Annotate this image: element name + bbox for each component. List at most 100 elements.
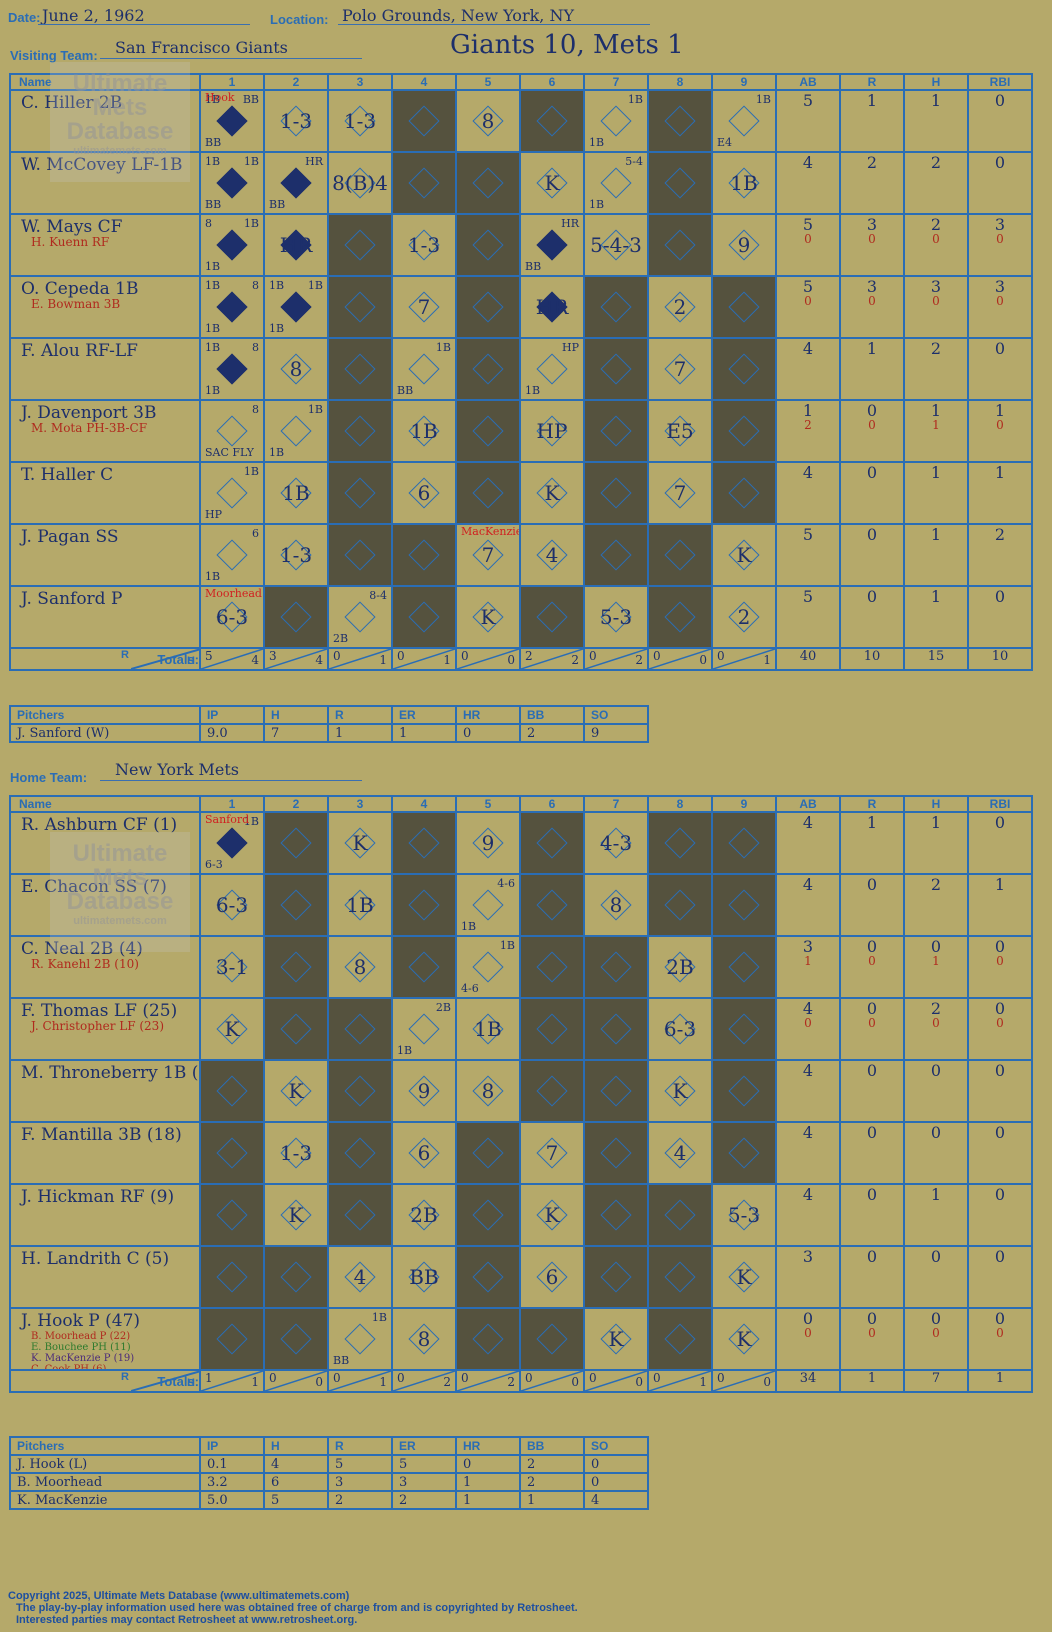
base-diamond — [216, 1075, 248, 1107]
play-result: 4 — [545, 543, 559, 567]
inning-cell — [263, 997, 329, 1061]
play-result: 1-3 — [279, 1141, 313, 1165]
stat-ab: 4 — [775, 1121, 841, 1185]
col-inning: 3 — [327, 73, 393, 91]
base-diamond — [280, 167, 312, 199]
play-result: K — [544, 481, 560, 505]
pitcher-stat: 2 — [326, 1490, 393, 1510]
inning-cell — [455, 1183, 521, 1247]
play-note: 1B — [307, 279, 323, 292]
inning-cell — [263, 585, 329, 649]
play-note: 1B — [499, 939, 515, 952]
play-note: 8 — [252, 341, 259, 354]
game-date: June 2, 1962 — [42, 6, 145, 25]
visitors-pitchers-table: Pitchers IP H R ER HR BB SO J. Sanford (W) 9.0 7 1 1… — [9, 705, 650, 743]
play-result: 9 — [481, 831, 495, 855]
pitcher-stat: 0 — [582, 1454, 650, 1474]
batter-name: C. Neal 2B (4) — [21, 939, 143, 959]
col-name: Name — [9, 795, 201, 813]
pitcher-stat: 5.0 — [198, 1490, 265, 1510]
batter-name: H. Landrith C (5) — [21, 1249, 170, 1269]
stat-r: 1 — [839, 337, 905, 401]
col-inning: 4 — [391, 73, 457, 91]
inning-cell: 5-4-3 — [583, 213, 649, 277]
totals-label: Totals: R H — [9, 1369, 201, 1393]
pitcher-col-header: Pitchers — [9, 705, 201, 725]
inning-cell: 7 — [519, 1121, 585, 1185]
stat-h: 0 — [903, 1121, 969, 1185]
base-diamond — [472, 1323, 504, 1355]
play-result: K — [608, 1327, 624, 1351]
stat-ab: 4 — [775, 337, 841, 401]
batter-name: E. Chacon SS (7) — [21, 877, 167, 897]
play-result: K — [288, 1203, 304, 1227]
footer-contact: Interested parties may contact Retroshee… — [16, 1614, 358, 1626]
pitcher-stat: 5 — [262, 1490, 329, 1510]
inning-cell: K — [519, 461, 585, 525]
base-diamond — [344, 1013, 376, 1045]
inning-cell — [455, 213, 521, 277]
inning-cell — [391, 151, 457, 215]
inning-cell: 7 MacKenzie — [455, 523, 521, 587]
base-diamond — [664, 229, 696, 261]
pitcher-stat: 0 — [454, 1454, 521, 1474]
inning-cell — [647, 1245, 713, 1309]
inning-cell: 8 — [455, 1059, 521, 1123]
footer-copyright: Copyright 2025, Ultimate Mets Database (… — [8, 1590, 350, 1602]
play-note: 1B — [205, 93, 221, 106]
pitcher-col-header: IP — [198, 705, 265, 725]
inning-cell — [519, 811, 585, 875]
inning-cell: K — [583, 1307, 649, 1371]
base-diamond — [344, 291, 376, 323]
inning-cell: 3-1 — [199, 935, 265, 999]
base-diamond — [472, 1199, 504, 1231]
play-note: 8 — [252, 279, 259, 292]
inning-cell: 1B 1B 8 — [199, 213, 265, 277]
stat-rbi: 0 — [967, 1121, 1033, 1185]
batter-name: J. Hook P (47) — [21, 1311, 141, 1331]
inning-cell: 4 — [327, 1245, 393, 1309]
stat-h: 1 — [903, 461, 969, 525]
col-inning: 6 — [519, 795, 585, 813]
base-diamond — [664, 539, 696, 571]
inning-cell: HP — [519, 399, 585, 463]
inning-cell: 1B 6-3 Sanford — [199, 811, 265, 875]
inning-cell: 1B — [711, 151, 777, 215]
base-diamond — [664, 889, 696, 921]
base-diamond — [408, 167, 440, 199]
batter-name: F. Thomas LF (25) — [21, 1001, 178, 1021]
inning-cell: 8 — [327, 935, 393, 999]
inning-cell — [711, 1121, 777, 1185]
pitcher-name: B. Moorhead — [9, 1472, 201, 1492]
batter-cell: W. Mays CF H. Kuenn RF — [9, 213, 201, 277]
inning-cell — [327, 275, 393, 339]
play-note: 1B — [205, 384, 221, 397]
inning-cell: 1B — [327, 873, 393, 937]
pitcher-stat: 1 — [454, 1490, 521, 1510]
inning-cell — [391, 811, 457, 875]
pitcher-stat: 3.2 — [198, 1472, 265, 1492]
stat-rbi: 0 — [967, 151, 1033, 215]
stat-rbi: 0 — [967, 1245, 1033, 1309]
inning-cell — [647, 523, 713, 587]
pitcher-stat: 9 — [582, 723, 650, 743]
stat-rbi: 1 — [967, 461, 1033, 525]
batter-cell: J. Davenport 3B M. Mota PH-3B-CF — [9, 399, 201, 463]
pitcher-col-header: ER — [390, 705, 457, 725]
base-diamond — [664, 1323, 696, 1355]
play-result: 1B — [346, 893, 374, 917]
inning-cell — [327, 1121, 393, 1185]
play-note: BB — [397, 384, 414, 397]
inning-cell — [583, 523, 649, 587]
batter-cell: J. Hook P (47) B. Moorhead P (22) E. Bouch… — [9, 1307, 201, 1371]
col-inning: 9 — [711, 795, 777, 813]
watermark-home: Ultimate Mets Database ultimatemets.com — [50, 832, 190, 952]
inning-cell — [263, 1307, 329, 1371]
play-result: 1-3 — [407, 233, 441, 257]
substitute-name: E. Bowman 3B — [31, 297, 121, 311]
batter-name: J. Pagan SS — [21, 527, 119, 547]
pitcher-col-header: BB — [518, 705, 585, 725]
